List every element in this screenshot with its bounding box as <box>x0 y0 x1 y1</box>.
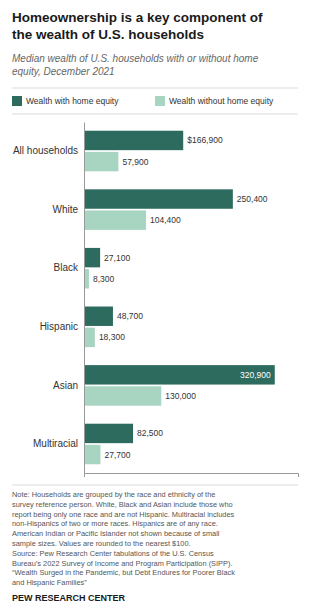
y-axis: All households White Black Hispanic Asian Mul… <box>13 123 85 474</box>
data-label: 130,000 <box>165 391 196 401</box>
data-label: 27,700 <box>104 450 130 460</box>
note-line: Bureau’s 2022 Survey of Income and Progr… <box>12 559 232 568</box>
bar <box>84 386 161 405</box>
data-label: 104,400 <box>150 215 181 225</box>
bar <box>84 210 146 229</box>
title-line: Homeownership is a key component of <box>12 10 263 25</box>
bar <box>84 248 100 267</box>
note-line: sample sizes. Values are rounded to the … <box>12 539 191 548</box>
data-label: 57,900 <box>122 157 148 167</box>
separator <box>12 88 298 89</box>
data-label: 27,100 <box>104 253 130 263</box>
title-line: the wealth of U.S. households <box>12 27 204 42</box>
separator <box>12 485 298 486</box>
data-label: $166,900 <box>187 135 223 145</box>
note-line: “Wealth Surged in the Pandemic, but Debt… <box>12 568 235 577</box>
y-tick: Hispanic <box>40 321 84 332</box>
y-tick-label: Asian <box>53 380 78 391</box>
subtitle-line: equity, December 2021 <box>12 66 115 77</box>
x-axis <box>85 474 299 478</box>
y-axis-line <box>84 123 85 474</box>
legend-item: Wealth without home equity <box>155 96 274 106</box>
bar <box>84 152 118 171</box>
title: Homeownership is a key component of the w… <box>12 10 263 42</box>
note-line: Note: Households are grouped by the race… <box>12 490 215 499</box>
bar <box>84 189 233 208</box>
subtitle: Median wealth of U.S. households with or… <box>12 53 259 77</box>
y-tick: White <box>52 204 84 215</box>
y-tick: Multiracial <box>33 438 84 449</box>
legend-swatch <box>155 96 165 106</box>
data-label: 48,700 <box>117 311 143 321</box>
note-line: report being only one race and are not H… <box>12 510 235 519</box>
subtitle-line: Median wealth of U.S. households with or… <box>12 53 259 64</box>
y-tick-label: White <box>52 204 78 215</box>
separator <box>12 114 298 115</box>
y-tick-label: Hispanic <box>40 321 78 332</box>
series <box>84 131 275 443</box>
bar <box>84 307 113 326</box>
note-line: American Indian or Pacific Islander not … <box>12 529 220 538</box>
data-labels: $166,900 250,400 27,100 48,700 320,900 82,500… <box>93 135 271 459</box>
y-tick: Asian <box>53 380 84 391</box>
x-axis-line <box>85 474 299 478</box>
note: Note: Households are grouped by the race… <box>12 490 235 587</box>
data-label: 82,500 <box>137 428 163 438</box>
y-tick-label: Black <box>54 262 79 273</box>
note-line: and Hispanic Families” <box>12 578 87 587</box>
bar <box>84 328 95 347</box>
y-tick-label: Multiracial <box>33 438 78 449</box>
legend-swatch <box>12 96 22 106</box>
data-label: 18,300 <box>99 332 125 342</box>
bar <box>84 424 133 443</box>
chart: Homeownership is a key component of the w… <box>0 0 310 613</box>
data-label: 8,300 <box>93 274 115 284</box>
series <box>84 152 161 464</box>
source: PEW RESEARCH CENTER <box>12 593 126 603</box>
bars <box>84 131 275 465</box>
note-line: Source: Pew Research Center tabulations … <box>12 549 214 558</box>
legend-label: Wealth without home equity <box>169 96 274 106</box>
bar <box>84 445 100 464</box>
data-label: 320,900 <box>240 370 271 380</box>
note-line: non-Hispanics of two or more races. Hisp… <box>12 519 218 528</box>
legend: Wealth with home equity Wealth without ho… <box>12 96 274 106</box>
bar <box>84 365 275 384</box>
bar <box>84 131 183 150</box>
note-line: survey reference person. White, Black an… <box>12 500 233 509</box>
legend-item: Wealth with home equity <box>12 96 119 106</box>
legend-label: Wealth with home equity <box>26 96 119 106</box>
data-label: 250,400 <box>237 194 268 204</box>
y-tick: All households <box>13 145 84 156</box>
y-tick: Black <box>54 262 84 273</box>
y-tick-label: All households <box>13 145 78 156</box>
